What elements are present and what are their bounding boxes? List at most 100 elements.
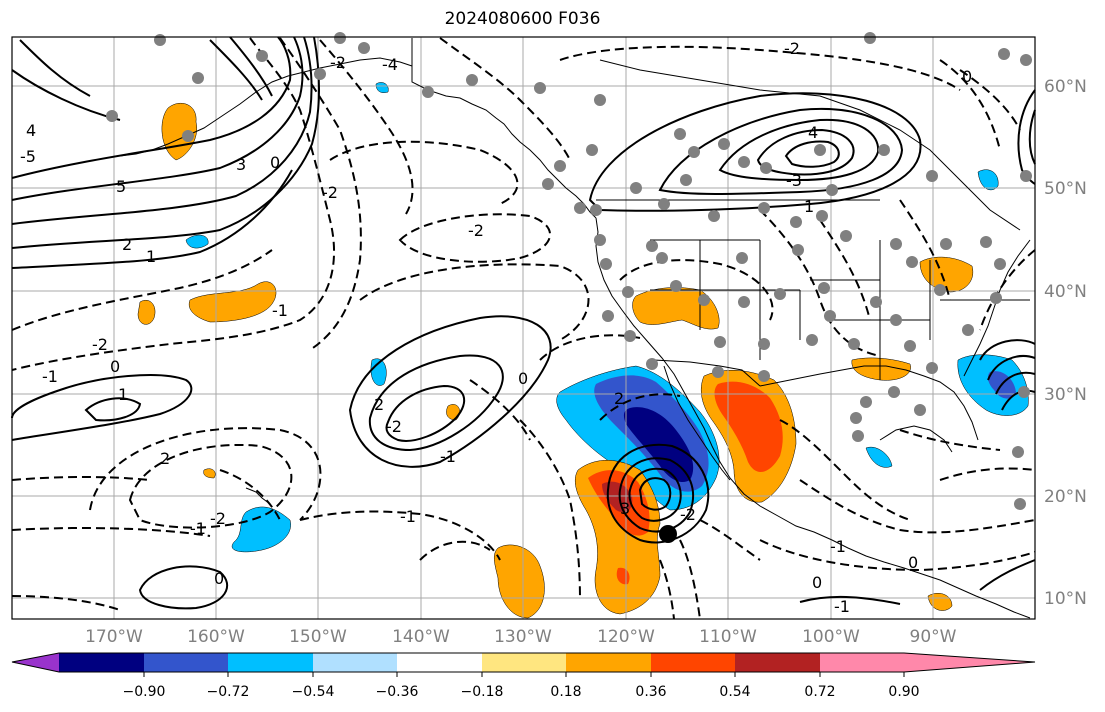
shade-orange-patch bbox=[494, 544, 545, 619]
contour-positive bbox=[138, 565, 229, 610]
lon-tick-label: 150°W bbox=[289, 627, 347, 647]
contour-label: 3 bbox=[236, 155, 246, 174]
contour-negative bbox=[699, 519, 761, 561]
colorbar: −0.90 −0.72 −0.54 −0.36 −0.18 0.18 0.36 … bbox=[11, 652, 1036, 700]
contour-label: 0 bbox=[908, 553, 918, 572]
shade-darkred-patch bbox=[602, 481, 633, 513]
shading-layer bbox=[137, 82, 1029, 619]
lon-tick-label: 120°W bbox=[597, 627, 655, 647]
contour-positive bbox=[799, 595, 901, 605]
contour-label: 4 bbox=[808, 123, 818, 142]
colorbar-tick-label: 0.18 bbox=[550, 684, 581, 700]
contour-negative bbox=[959, 69, 1021, 131]
colorbar-tick-label: −0.54 bbox=[292, 684, 335, 700]
lon-tick-label: 130°W bbox=[494, 627, 552, 647]
contour-negative bbox=[11, 527, 211, 537]
contour-positive bbox=[1028, 109, 1036, 165]
contour-label: 4 bbox=[26, 121, 36, 140]
contour-label: -1 bbox=[190, 519, 206, 538]
coastline-aleutians bbox=[119, 57, 413, 157]
lon-tick-label: 100°W bbox=[802, 627, 860, 647]
colorbar-segment bbox=[59, 653, 144, 672]
lon-tick-label: 170°W bbox=[85, 627, 143, 647]
colorbar-segment bbox=[566, 653, 651, 672]
storm-center-marker bbox=[659, 525, 677, 543]
contour-label: 0 bbox=[518, 369, 528, 388]
colorbar-extend-right bbox=[904, 653, 1035, 672]
shade-blue-patch bbox=[977, 169, 999, 191]
contour-label: 0 bbox=[214, 569, 224, 588]
contour-label: 0 bbox=[110, 357, 120, 376]
contour-positive bbox=[209, 39, 263, 101]
coastline-eastus bbox=[963, 239, 1031, 377]
contour-positive bbox=[995, 371, 1036, 395]
shade-blue-patch bbox=[375, 82, 389, 93]
lat-tick-label: 30°N bbox=[1044, 385, 1087, 405]
contour-negative bbox=[659, 559, 675, 620]
colorbar-tick-label: 0.72 bbox=[804, 684, 835, 700]
contour-label: -1 bbox=[830, 537, 846, 556]
lon-tick-label: 140°W bbox=[392, 627, 450, 647]
contour-negative bbox=[899, 429, 1001, 451]
colorbar-tick-label: 0.36 bbox=[635, 684, 666, 700]
colorbar-ticks bbox=[143, 672, 905, 677]
contour-positive bbox=[606, 443, 710, 544]
contour-label: -1 bbox=[400, 507, 416, 526]
shade-orange-patch bbox=[161, 103, 198, 161]
colorbar-outline bbox=[11, 652, 1036, 673]
contour-positive bbox=[628, 467, 682, 522]
shade-blue-patch bbox=[231, 506, 291, 553]
contour-positive bbox=[11, 374, 193, 441]
contour-negative bbox=[939, 467, 1036, 481]
contour-positive bbox=[229, 36, 273, 97]
contour-negative bbox=[11, 249, 273, 331]
contour-label: -5 bbox=[20, 147, 36, 166]
contour-negative bbox=[11, 37, 336, 371]
colorbar-segment bbox=[313, 653, 397, 672]
contour-positive bbox=[588, 92, 922, 212]
contour-label: -2 bbox=[468, 221, 484, 240]
contour-negative bbox=[128, 444, 293, 529]
contour-label: -2 bbox=[680, 505, 696, 524]
contour-negative bbox=[899, 199, 951, 301]
contour-negative bbox=[279, 37, 362, 351]
lat-tick-label: 20°N bbox=[1044, 487, 1087, 507]
contour-label: 2 bbox=[160, 449, 170, 468]
coastline-canada bbox=[599, 59, 1021, 231]
contour-negative bbox=[599, 393, 681, 421]
contour-positive bbox=[11, 36, 304, 201]
contour-negative bbox=[439, 37, 571, 161]
contour-negative bbox=[469, 379, 531, 441]
longitude-labels: 170°W 160°W 150°W 140°W 130°W 120°W 110°… bbox=[85, 627, 957, 647]
contour-positive bbox=[19, 39, 91, 97]
colorbar-tick-label: −0.36 bbox=[376, 684, 419, 700]
shade-blue-patch bbox=[865, 446, 893, 468]
contour-positive bbox=[756, 128, 855, 176]
contour-label: 2 bbox=[614, 389, 624, 408]
contours-negative bbox=[11, 37, 1036, 620]
contour-negative bbox=[419, 540, 491, 561]
contour-label: -2 bbox=[386, 417, 402, 436]
lat-tick-label: 60°N bbox=[1044, 77, 1087, 97]
contour-label: 1 bbox=[804, 197, 814, 216]
contour-label: 5 bbox=[116, 177, 126, 196]
shade-orange-patch bbox=[137, 300, 156, 325]
contour-positive bbox=[11, 36, 320, 249]
colorbar-tick-label: −0.18 bbox=[461, 684, 504, 700]
contour-label: -3 bbox=[786, 171, 802, 190]
contour-labels: -2 -4 -5 4 5 3 0 -2 2 1 -1 0 -1 1 -2 2 -… bbox=[20, 39, 972, 616]
contour-positive bbox=[1017, 89, 1036, 185]
contour-positive bbox=[979, 559, 1036, 591]
contour-negative bbox=[619, 259, 774, 321]
lat-tick-label: 40°N bbox=[1044, 282, 1087, 302]
contour-negative bbox=[779, 419, 911, 521]
border-us-mexico bbox=[653, 359, 761, 387]
map-title: 2024080600 F036 bbox=[444, 9, 601, 29]
contour-positive bbox=[11, 36, 292, 179]
contour-negative bbox=[799, 479, 1036, 534]
contour-label: 0 bbox=[812, 573, 822, 592]
contour-positive bbox=[1001, 389, 1036, 411]
contour-label: 0 bbox=[270, 153, 280, 172]
colorbar-tick-label: 0.54 bbox=[719, 684, 750, 700]
